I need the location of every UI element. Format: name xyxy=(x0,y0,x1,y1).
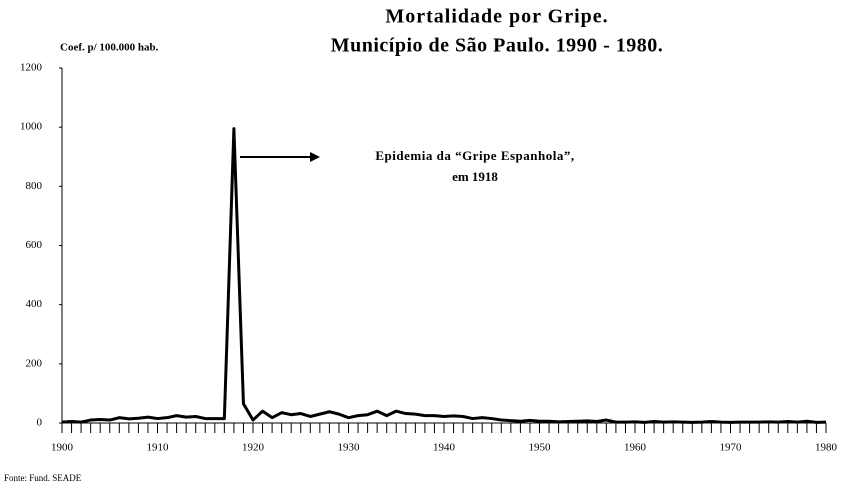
y-tick-label: 400 xyxy=(26,298,43,310)
chart-title: Mortalidade por Gripe. xyxy=(385,6,608,28)
x-tick-label: 1960 xyxy=(624,442,647,454)
x-tick-label: 1940 xyxy=(433,442,456,454)
x-tick-label: 1910 xyxy=(147,442,170,454)
x-tick-label: 1970 xyxy=(720,442,743,454)
x-tick-label: 1900 xyxy=(51,442,74,454)
x-tick-label: 1980 xyxy=(815,442,838,454)
y-axis-label: Coef. p/ 100.000 hab. xyxy=(60,42,159,54)
annotation: Epidemia da “Gripe Espanhola”, xyxy=(375,148,574,163)
data-line xyxy=(61,127,827,424)
arrow-head xyxy=(310,152,320,162)
y-tick-label: 1000 xyxy=(20,121,43,133)
y-tick-label: 0 xyxy=(37,417,43,429)
x-tick-label: 1920 xyxy=(242,442,265,454)
y-tick-label: 800 xyxy=(26,180,43,192)
y-tick-label: 1200 xyxy=(20,62,43,74)
y-tick-label: 200 xyxy=(26,357,43,369)
source: Fonte: Fund. SEADE xyxy=(4,473,82,483)
annotation: em 1918 xyxy=(452,169,498,184)
y-tick-label: 600 xyxy=(26,239,43,251)
chart-title: Município de São Paulo. 1990 - 1980. xyxy=(331,35,663,57)
x-tick-label: 1950 xyxy=(529,442,552,454)
x-tick-label: 1930 xyxy=(338,442,361,454)
